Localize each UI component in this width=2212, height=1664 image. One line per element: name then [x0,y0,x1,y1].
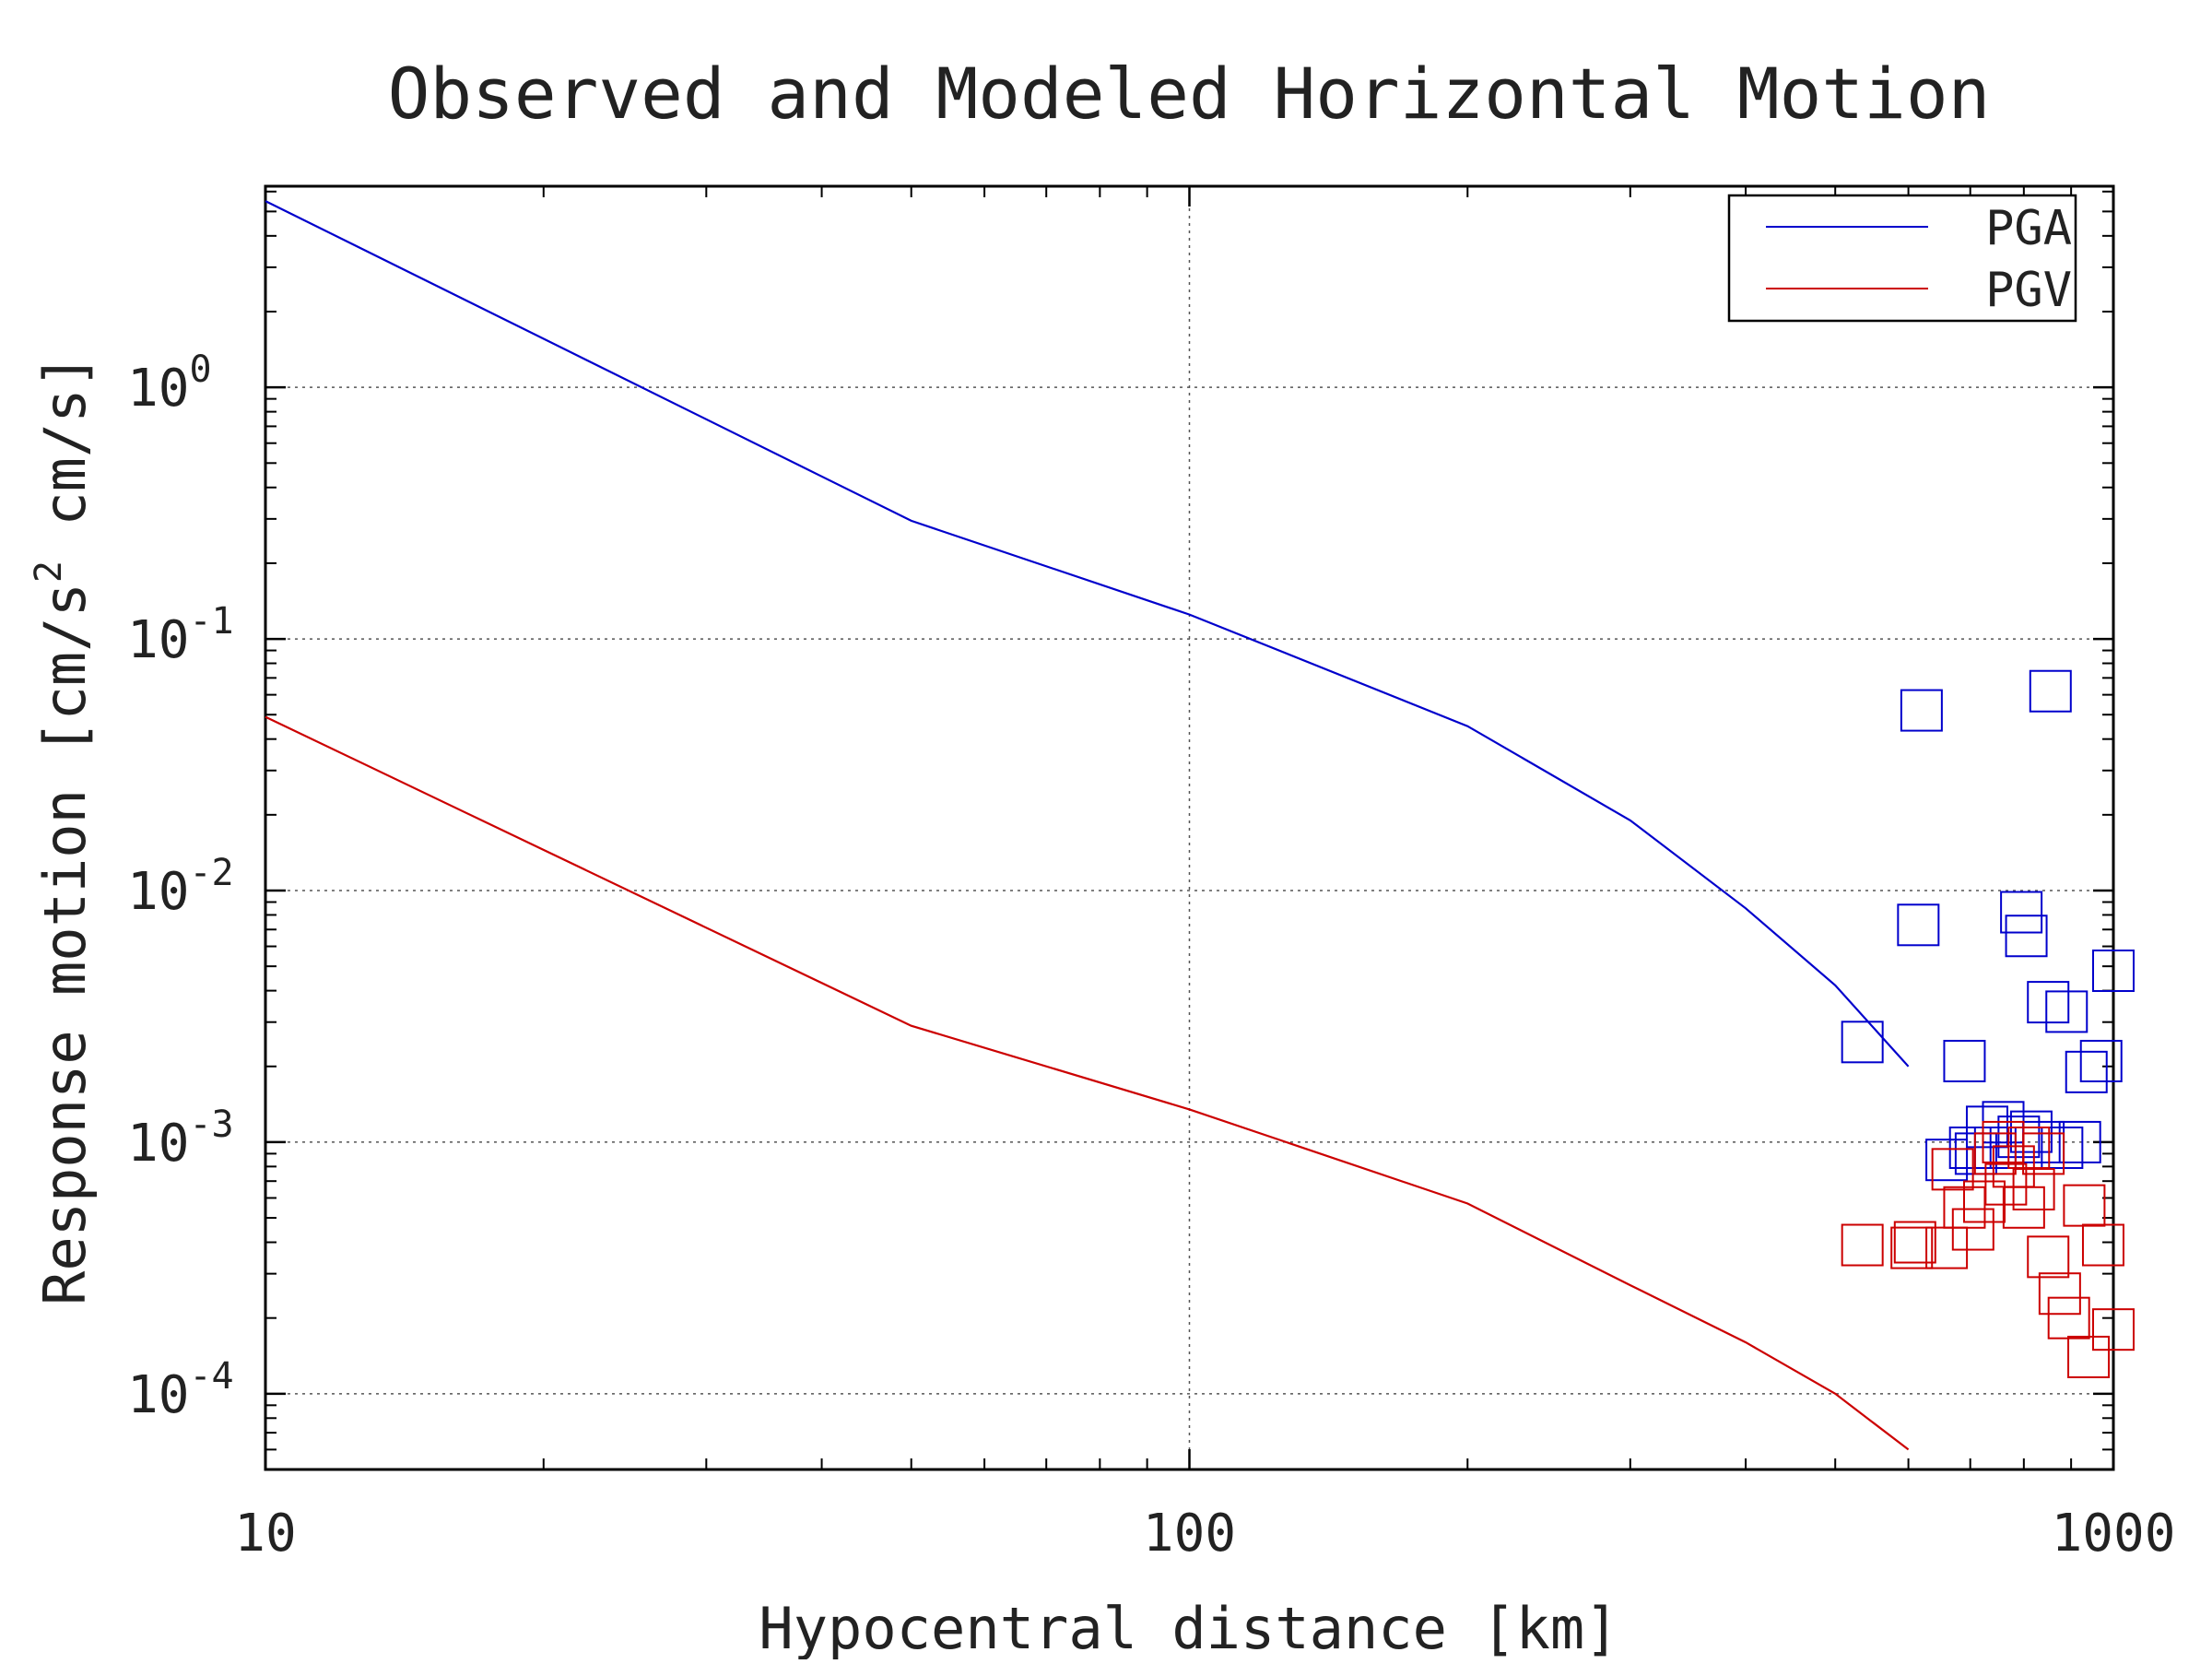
x-tick-label: 1000 [2052,1504,2176,1564]
x-tick-label: 10 [234,1504,296,1564]
marker-pgv-observed [2081,1223,2124,1267]
x-tick-label: 100 [1143,1504,1236,1564]
marker-pgv-observed [2038,1272,2081,1316]
chart-title: Observed and Modeled Horizontal Motion [388,53,1991,135]
marker-pga-observed [2045,990,2088,1033]
y-axis-label-unit: cm/s] [31,354,99,561]
data-series [265,200,1910,1451]
marker-pga-observed [1841,1021,1884,1064]
marker-pga-observed [1897,903,1940,947]
marker-pgv-observed [2063,1184,2106,1227]
marker-pga-observed [2029,669,2072,713]
marker-pgv-observed [2002,1186,2045,1229]
y-tick-label: 10-3 [127,1103,234,1174]
axis-tick-labels: 10 100 1000 100 10-1 10-2 10-3 10-4 [127,348,2175,1564]
marker-pgv-observed [2027,1235,2070,1279]
y-tick-label: 100 [127,348,212,419]
marker-pga-observed [2092,949,2135,992]
y-tick-label: 10-2 [127,852,234,922]
marker-pgv-observed [1984,1162,2028,1206]
legend-label-pgv: PGV [1985,263,2072,318]
legend: PGA PGV [1727,194,2077,323]
marker-pga-observed [2079,1039,2123,1082]
x-axis-label: Hypocentral distance [km] [759,1595,1618,1659]
marker-pgv-observed [2092,1308,2135,1351]
marker-pgv-observed [1982,1120,2025,1163]
marker-pga-observed [2041,1127,2084,1170]
y-tick-label: 10-4 [127,1355,234,1425]
marker-pgv-observed [1841,1223,1884,1267]
marker-pgv-observed [1890,1226,1934,1269]
marker-pga-observed [2065,1050,2108,1093]
series-line-pga [265,200,1910,1068]
marker-pga-observed [1925,1139,1969,1182]
marker-pga-observed [2058,1120,2101,1163]
data-markers [1841,669,2135,1378]
series-line-pgv [265,715,1910,1451]
y-axis-label-main: Response motion [cm/s [31,583,99,1305]
marker-pgv-observed [1973,1132,2017,1175]
grid-lines [265,186,2113,1469]
y-tick-label: 10-1 [127,600,234,670]
marker-pgv-observed [1962,1180,2006,1223]
y-axis-label: Response motion [cm/s2 cm/s] [28,354,99,1305]
legend-label-pga: PGA [1985,201,2072,256]
marker-pga-observed [2000,891,2043,934]
marker-pgv-observed [2007,1127,2051,1170]
marker-pga-observed [1900,689,1943,732]
marker-pga-observed [2005,915,2048,958]
marker-pgv-observed [1951,1208,1994,1251]
marker-pga-observed [1943,1039,1986,1082]
marker-pgv-observed [2067,1335,2111,1378]
legend-box [1727,194,2077,323]
marker-pga-observed [2009,1110,2053,1153]
y-axis-label-superscript: 2 [28,561,70,583]
marker-pgv-observed [1931,1148,1974,1191]
marker-pga-observed [1997,1115,2041,1159]
marker-pgv-observed [1893,1221,1936,1264]
marker-pga-observed [2027,981,2070,1024]
